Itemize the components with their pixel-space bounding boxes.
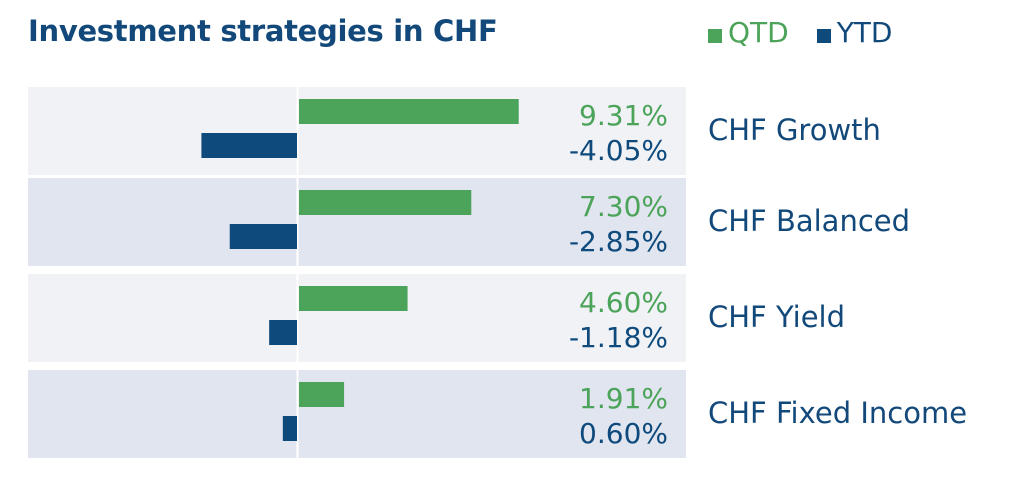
category-label: CHF Growth <box>708 113 881 147</box>
category-label: CHF Balanced <box>708 204 910 238</box>
legend-label-qtd: QTD <box>728 16 789 49</box>
category-label: CHF Fixed Income <box>708 396 967 430</box>
category-label: CHF Yield <box>708 300 845 334</box>
chart-title: Investment strategies in CHF <box>28 14 498 48</box>
data-label-qtd: 1.91% <box>579 382 668 415</box>
data-label-ytd: -1.18% <box>569 321 668 354</box>
bar-qtd <box>299 382 345 407</box>
row-background <box>28 370 686 458</box>
bar-qtd <box>299 190 472 215</box>
legend-item-qtd: QTD <box>708 16 789 49</box>
bar-qtd <box>299 99 519 124</box>
data-label-qtd: 7.30% <box>579 190 668 223</box>
legend: QTD YTD <box>708 16 920 49</box>
data-label-ytd: -4.05% <box>569 134 668 167</box>
legend-label-ytd: YTD <box>836 16 893 49</box>
bar-ytd <box>201 133 297 158</box>
data-label-ytd: -2.85% <box>569 225 668 258</box>
bar-ytd <box>229 224 297 249</box>
data-label-qtd: 9.31% <box>579 99 668 132</box>
legend-swatch-qtd <box>708 28 722 43</box>
data-label-ytd: 0.60% <box>579 417 668 450</box>
legend-swatch-ytd <box>816 28 831 43</box>
bar-ytd <box>282 416 297 441</box>
data-label-qtd: 4.60% <box>579 286 668 319</box>
bar-qtd <box>299 286 408 311</box>
bar-ytd <box>269 320 297 345</box>
legend-item-ytd: YTD <box>816 16 893 49</box>
